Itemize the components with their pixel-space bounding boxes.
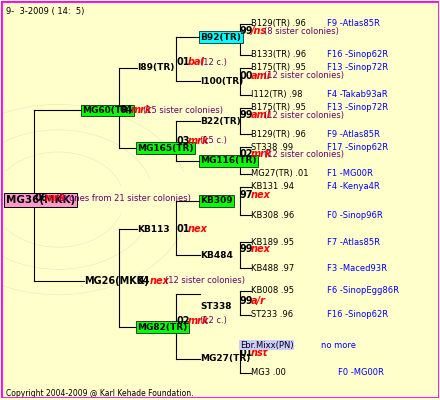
Text: ami: ami [251,70,271,80]
Text: 02: 02 [176,316,190,326]
Text: mrk: mrk [251,149,272,159]
Text: KB113: KB113 [137,225,169,234]
Text: KB308 .96: KB308 .96 [251,211,294,220]
Text: F7 -Atlas85R: F7 -Atlas85R [327,238,380,246]
Text: 99: 99 [240,110,253,120]
Text: bal: bal [187,57,204,67]
Text: KB008 .95: KB008 .95 [251,286,293,295]
Text: KB309: KB309 [200,196,233,205]
Text: B175(TR) .95: B175(TR) .95 [251,103,305,112]
Text: I89(TR): I89(TR) [137,64,174,72]
Text: 97: 97 [240,190,253,200]
Text: MG165(TR): MG165(TR) [137,144,194,152]
Text: F0 -MG00R: F0 -MG00R [338,368,384,377]
Text: F16 -Sinop62R: F16 -Sinop62R [327,50,388,60]
Text: nst: nst [251,348,268,358]
Text: F4 -Takab93aR: F4 -Takab93aR [327,90,388,99]
Text: (12 sister colonies): (12 sister colonies) [264,111,344,120]
Text: (12 sister colonies): (12 sister colonies) [264,71,344,80]
Text: F4 -Kenya4R: F4 -Kenya4R [327,182,380,191]
Text: 99: 99 [240,244,253,254]
Text: nex: nex [251,244,271,254]
Text: nex: nex [251,190,271,200]
Text: B129(TR) .96: B129(TR) .96 [251,130,305,139]
Text: F16 -Sinop62R: F16 -Sinop62R [327,310,388,319]
Text: mrk: mrk [187,136,209,146]
Text: 99: 99 [240,296,253,306]
Text: (15 c.): (15 c.) [200,136,227,146]
Text: 00: 00 [240,70,253,80]
Text: B22(TR): B22(TR) [200,117,241,126]
Text: 06: 06 [34,194,48,204]
Text: MG116(TR): MG116(TR) [200,156,257,165]
Text: mrk: mrk [45,194,66,204]
Text: F6 -SinopEgg86R: F6 -SinopEgg86R [327,286,399,295]
Text: MG82(TR): MG82(TR) [137,323,187,332]
Text: MG36(MKK): MG36(MKK) [6,194,75,204]
Text: KB488 .97: KB488 .97 [251,264,294,273]
Text: 99: 99 [240,26,253,36]
Text: (12 c.): (12 c.) [200,316,227,325]
Text: F9 -Atlas85R: F9 -Atlas85R [327,130,380,139]
Text: MG27(TR) .01: MG27(TR) .01 [251,169,308,178]
Text: mrk: mrk [187,316,209,326]
Text: 04: 04 [137,276,150,286]
Text: MG27(TR): MG27(TR) [200,354,251,364]
Text: no more: no more [321,340,356,350]
Text: F3 -Maced93R: F3 -Maced93R [327,264,387,273]
Text: (15 sister colonies): (15 sister colonies) [143,106,224,115]
Text: KB484: KB484 [200,250,233,260]
Text: ST338 .99: ST338 .99 [251,143,293,152]
Text: a/r: a/r [251,296,265,306]
Text: ST233 .96: ST233 .96 [251,310,293,319]
Text: F0 -Sinop96R: F0 -Sinop96R [327,211,383,220]
Text: Ebr.Mixx(PN): Ebr.Mixx(PN) [240,340,293,350]
Text: 9-  3-2009 ( 14:  5): 9- 3-2009 ( 14: 5) [6,7,84,16]
Text: KB189 .95: KB189 .95 [251,238,293,246]
Text: /ns: /ns [251,26,267,36]
Text: I112(TR) .98: I112(TR) .98 [251,90,302,99]
Text: B175(TR) .95: B175(TR) .95 [251,64,305,72]
Text: mrk: mrk [130,106,152,116]
Text: B129(TR) .96: B129(TR) .96 [251,20,305,28]
Text: B92(TR): B92(TR) [200,32,241,42]
Text: (12 sister colonies): (12 sister colonies) [165,276,246,285]
Text: F17 -Sinop62R: F17 -Sinop62R [327,143,388,152]
Text: nex: nex [150,276,170,286]
Text: 03: 03 [176,136,190,146]
Text: B133(TR) .96: B133(TR) .96 [251,50,306,60]
Text: KB131 .94: KB131 .94 [251,182,293,191]
Text: F9 -Atlas85R: F9 -Atlas85R [327,20,380,28]
Text: Copyright 2004-2009 @ Karl Kehade Foundation.: Copyright 2004-2009 @ Karl Kehade Founda… [6,388,193,398]
Text: (12 sister colonies): (12 sister colonies) [264,150,344,158]
Text: ami: ami [251,110,271,120]
Text: F13 -Sinop72R: F13 -Sinop72R [327,103,388,112]
Text: MG26(MKK): MG26(MKK) [84,276,149,286]
Text: nex: nex [187,224,207,234]
Text: (8 sister colonies): (8 sister colonies) [264,27,339,36]
Text: I100(TR): I100(TR) [200,77,244,86]
Text: 01: 01 [176,57,190,67]
Text: ST338: ST338 [200,302,232,311]
Text: MG3 .00: MG3 .00 [251,368,286,377]
Text: 02: 02 [240,149,253,159]
Text: F13 -Sinop72R: F13 -Sinop72R [327,64,388,72]
Text: (Drones from 21 sister colonies): (Drones from 21 sister colonies) [56,194,191,203]
Text: 01: 01 [176,224,190,234]
Text: MG60(TR): MG60(TR) [82,106,132,115]
Text: 04: 04 [119,106,133,116]
Text: 01: 01 [240,348,253,358]
Text: (12 c.): (12 c.) [200,58,227,66]
Text: F1 -MG00R: F1 -MG00R [327,169,373,178]
